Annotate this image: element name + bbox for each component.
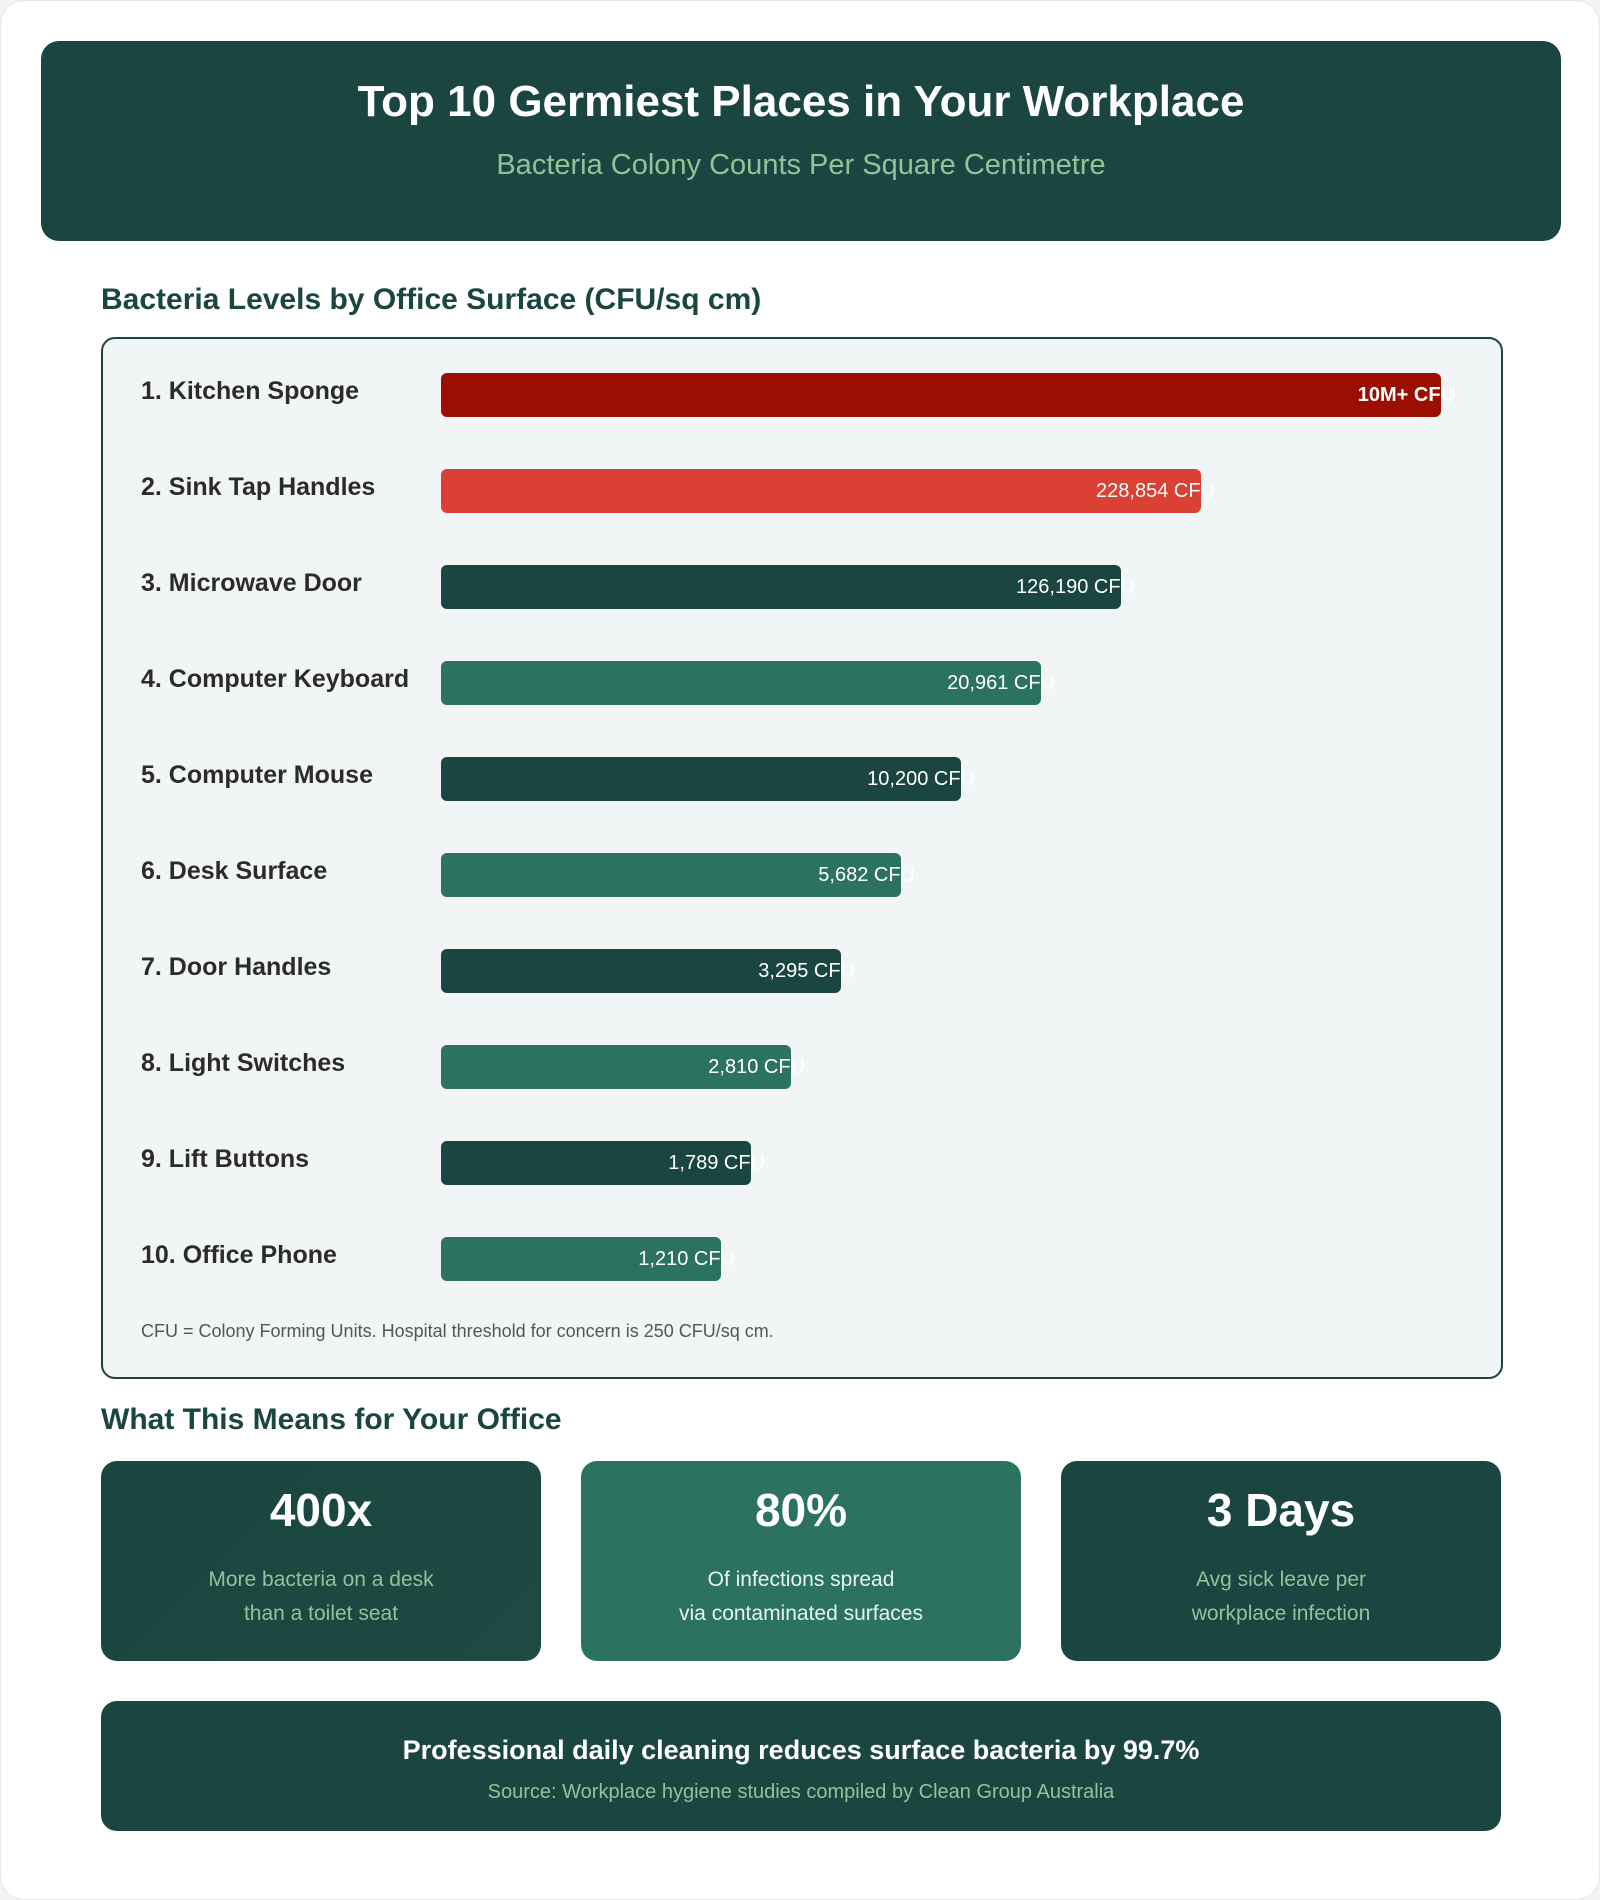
bar-category-label: 4. Computer Keyboard (141, 665, 410, 693)
stat-description-line: via contaminated surfaces (679, 1602, 923, 1625)
page-title: Top 10 Germiest Places in Your Workplace (357, 77, 1245, 126)
bar-category-label: 8. Light Switches (141, 1049, 346, 1077)
bar-value-label: 228,854 CFU (1096, 480, 1215, 502)
bar-category-label: 1. Kitchen Sponge (141, 377, 360, 405)
bar: 228,854 CFU (441, 469, 1215, 513)
stat-description-line: workplace infection (1191, 1602, 1371, 1625)
bar-category-label: 6. Desk Surface (141, 857, 328, 885)
bar-category-label: 2. Sink Tap Handles (141, 473, 376, 501)
bar: 20,961 CFU (441, 661, 1055, 705)
chart-row: 7. Door Handles 3,295 CFU (103, 949, 1501, 993)
chart-row: 8. Light Switches 2,810 CFU (103, 1045, 1501, 1089)
bar-value-label: 5,682 CFU (818, 864, 915, 886)
stat-value: 80% (754, 1484, 848, 1536)
bar-value-label: 1,789 CFU (668, 1152, 765, 1174)
chart-row: 9. Lift Buttons 1,789 CFU (103, 1141, 1501, 1185)
bar: 1,210 CFU (441, 1237, 735, 1281)
bar: 2,810 CFU (441, 1045, 805, 1089)
bar-value-label: 10M+ CFU (1357, 384, 1455, 406)
stat-description-line: Of infections spread (707, 1568, 895, 1591)
chart-row: 4. Computer Keyboard 20,961 CFU (103, 661, 1501, 705)
page-subtitle: Bacteria Colony Counts Per Square Centim… (496, 149, 1106, 181)
header-banner: Top 10 Germiest Places in Your Workplace… (41, 41, 1561, 241)
stat-card-sick-leave: 3 Days Avg sick leave per workplace infec… (1061, 1461, 1501, 1661)
stat-description-line: More bacteria on a desk (208, 1568, 434, 1591)
cleaning-banner: Professional daily cleaning reduces surf… (101, 1701, 1501, 1831)
chart-row: 6. Desk Surface 5,682 CFU (103, 853, 1501, 897)
chart-row: 5. Computer Mouse 10,200 CFU (103, 757, 1501, 801)
bar-value-label: 1,210 CFU (638, 1248, 735, 1270)
bar-category-label: 3. Microwave Door (141, 569, 362, 597)
bar-value-label: 3,295 CFU (758, 960, 855, 982)
banner-source: Source: Workplace hygiene studies compil… (487, 1781, 1115, 1803)
chart-footnote: CFU = Colony Forming Units. Hospital thr… (141, 1321, 774, 1341)
stat-description-line: Avg sick leave per (1195, 1568, 1367, 1591)
bar: 1,789 CFU (441, 1141, 765, 1185)
bar: 126,190 CFU (441, 565, 1135, 609)
bar-value-label: 10,200 CFU (867, 768, 975, 790)
chart-row: 1. Kitchen Sponge 10M+ CFU (103, 373, 1501, 417)
stat-card-desk-bacteria: 400x More bacteria on a desk than a toile… (101, 1461, 541, 1661)
bar-category-label: 5. Computer Mouse (141, 761, 373, 789)
bar: 10M+ CFU (441, 373, 1455, 417)
bar-value-label: 20,961 CFU (947, 672, 1055, 694)
stat-value: 400x (269, 1484, 373, 1536)
bar: 3,295 CFU (441, 949, 855, 993)
stats-section-title: What This Means for Your Office (101, 1403, 562, 1436)
stat-description-line: than a toilet seat (243, 1602, 399, 1625)
bar-chart: CFU = Colony Forming Units. Hospital thr… (101, 337, 1503, 1379)
banner-message: Professional daily cleaning reduces surf… (402, 1735, 1200, 1765)
bar-value-label: 126,190 CFU (1016, 576, 1135, 598)
chart-row: 2. Sink Tap Handles 228,854 CFU (103, 469, 1501, 513)
chart-row: 10. Office Phone 1,210 CFU (103, 1237, 1501, 1281)
bar-category-label: 10. Office Phone (141, 1241, 337, 1269)
chart-section-title: Bacteria Levels by Office Surface (CFU/s… (101, 283, 762, 316)
bar-category-label: 9. Lift Buttons (141, 1145, 310, 1173)
chart-row: 3. Microwave Door 126,190 CFU (103, 565, 1501, 609)
stat-card-infections: 80% Of infections spread via contaminated… (581, 1461, 1021, 1661)
bar: 10,200 CFU (441, 757, 975, 801)
bar-value-label: 2,810 CFU (708, 1056, 805, 1078)
stat-value: 3 Days (1206, 1484, 1356, 1536)
bar-category-label: 7. Door Handles (141, 953, 332, 981)
bar: 5,682 CFU (441, 853, 915, 897)
